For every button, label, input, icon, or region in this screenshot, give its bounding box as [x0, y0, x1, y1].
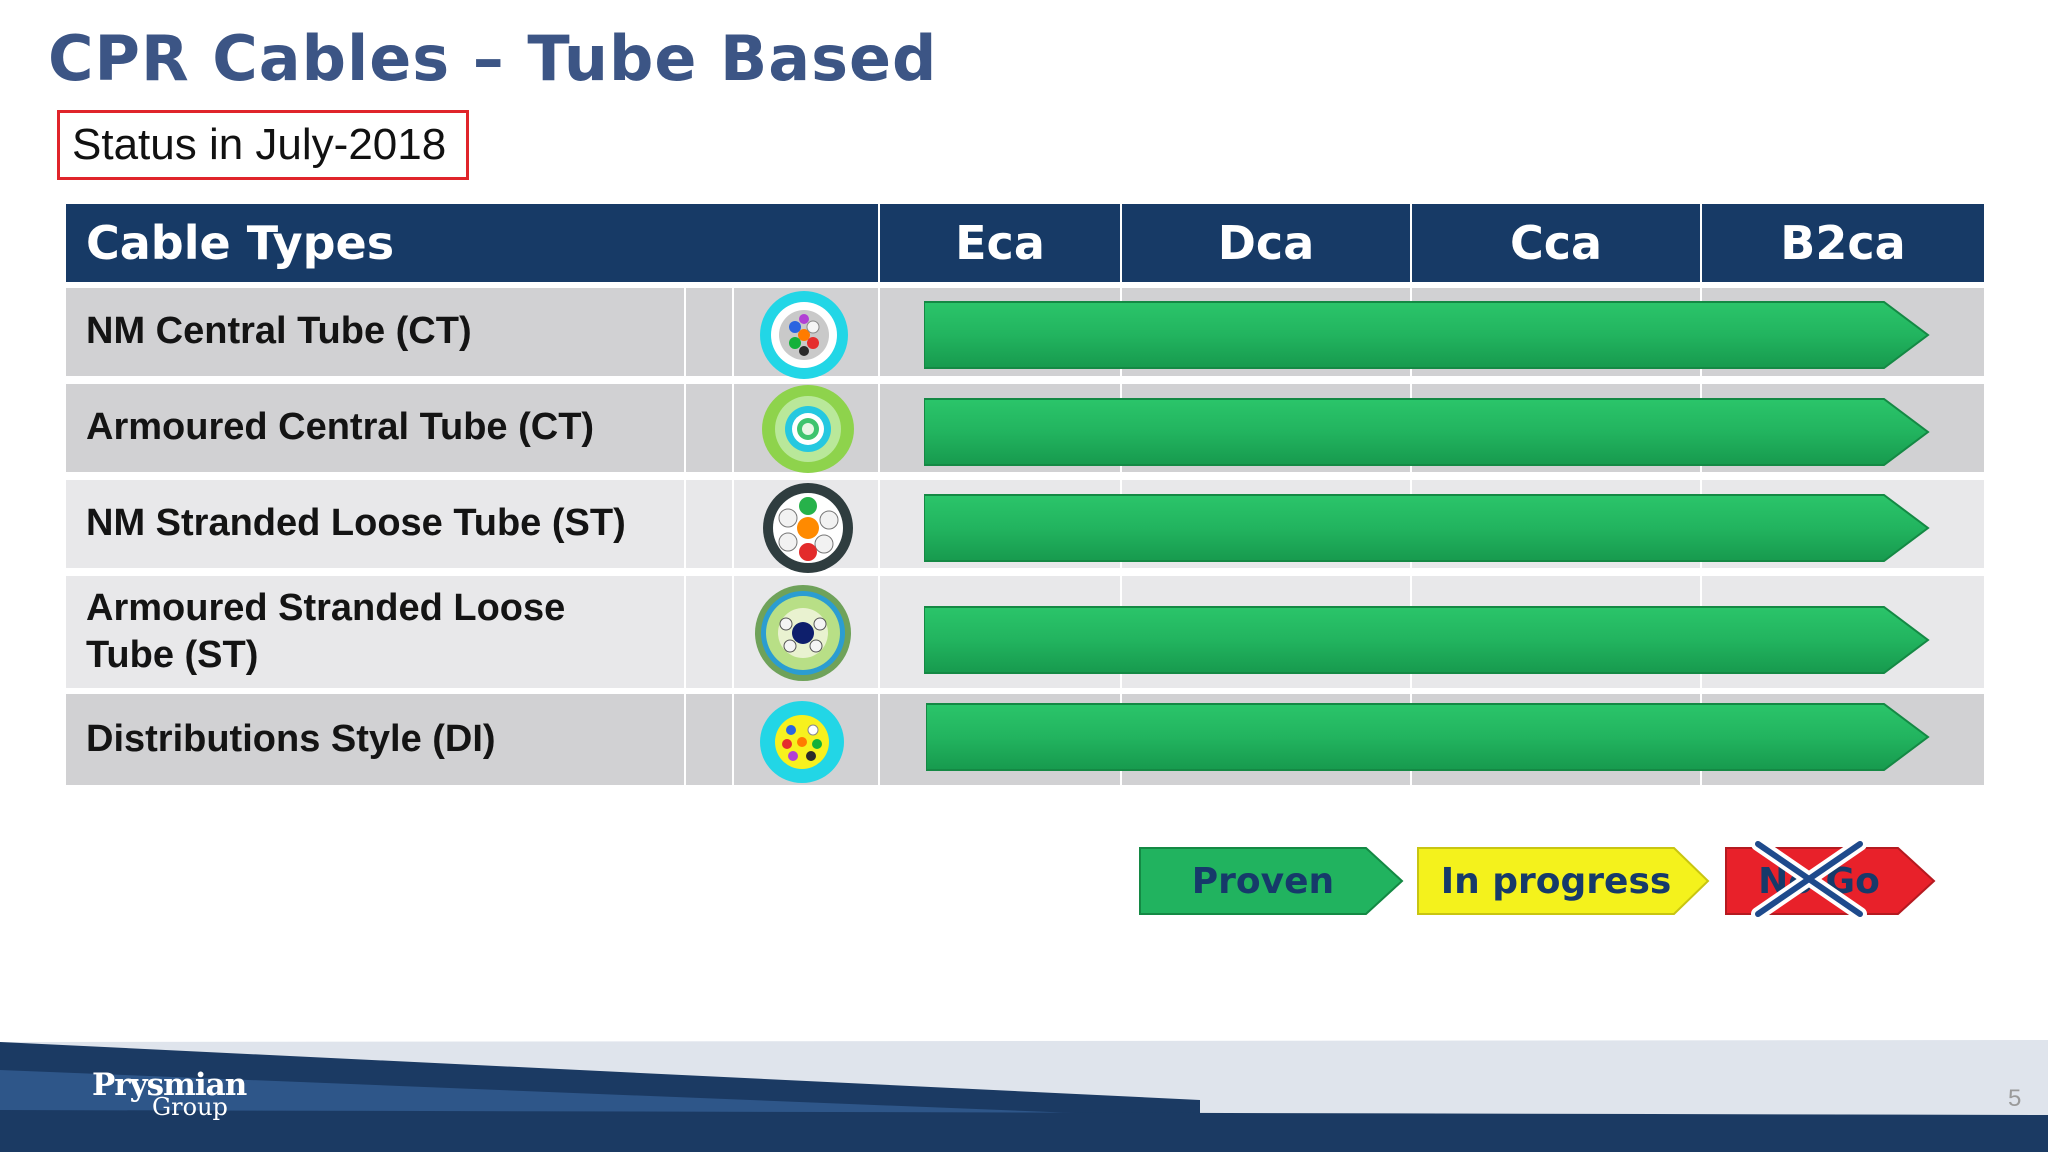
logo-text-prysmian: Prysmian: [92, 1067, 247, 1103]
header-cca-label: Cca: [1509, 216, 1603, 270]
armoured-stranded-loose-tube-icon: [755, 585, 851, 681]
row-divider: [66, 568, 1984, 576]
row-divider: [66, 472, 1984, 480]
crossed-out-icon: [1751, 837, 1867, 921]
header-cable-types: Cable Types: [66, 204, 878, 282]
header-b2ca-label: B2ca: [1780, 216, 1906, 270]
legend-proven-arrow: [1139, 847, 1404, 915]
header-b2ca: B2ca: [1702, 204, 1984, 282]
cable-types-table: Cable Types Eca Dca Cca B2ca NM Central …: [66, 204, 1984, 785]
column-divider: [878, 204, 880, 785]
header-cable-types-label: Cable Types: [86, 216, 395, 270]
legend-in-progress-label: In progress: [1440, 860, 1672, 902]
distribution-style-cross-section-icon: [760, 701, 844, 783]
status-arrow-proven: [924, 398, 1930, 466]
status-arrow-proven: [926, 703, 1930, 771]
row-label-armoured-central-tube: Armoured Central Tube (CT): [86, 406, 595, 449]
status-arrow-proven: [924, 606, 1930, 674]
status-arrow-proven: [924, 301, 1930, 369]
column-divider: [732, 282, 734, 785]
armoured-stranded-loose-tube-cross-section-icon: [818, 788, 918, 888]
status-box: Status in July-2018: [57, 110, 469, 180]
legend-in-progress-arrow: [1417, 847, 1710, 915]
prysmian-logo: Prysmian Group: [92, 1067, 247, 1121]
page-number: 5: [2008, 1085, 2022, 1112]
nm-central-tube-cross-section-icon: [760, 291, 848, 379]
armoured-central-tube-cross-section-icon: [762, 385, 854, 473]
header-eca: Eca: [880, 204, 1120, 282]
header-dca: Dca: [1122, 204, 1410, 282]
column-divider: [684, 282, 686, 785]
header-eca-label: Eca: [955, 216, 1045, 270]
row-label-distributions-style: Distributions Style (DI): [86, 717, 496, 760]
row-divider: [66, 376, 1984, 384]
row-label-nm-stranded-loose-tube: NM Stranded Loose Tube (ST): [86, 502, 626, 545]
nm-stranded-loose-tube-cross-section-icon: [763, 483, 853, 573]
header-dca-label: Dca: [1217, 216, 1315, 270]
status-text: Status in July-2018: [72, 120, 447, 169]
header-cca: Cca: [1412, 204, 1700, 282]
slide-title: CPR Cables – Tube Based: [48, 22, 938, 95]
row-label-armoured-stranded-loose-tube: Armoured Stranded Loose Tube (ST): [86, 586, 566, 677]
legend-proven-label: Proven: [1191, 860, 1335, 902]
row-label-nm-central-tube: NM Central Tube (CT): [86, 310, 472, 353]
footer-band: [0, 1040, 2048, 1152]
logo-text-group: Group: [152, 1093, 228, 1121]
row-divider: [66, 282, 686, 288]
status-arrow-proven: [924, 494, 1930, 562]
row-divider: [66, 688, 1984, 694]
